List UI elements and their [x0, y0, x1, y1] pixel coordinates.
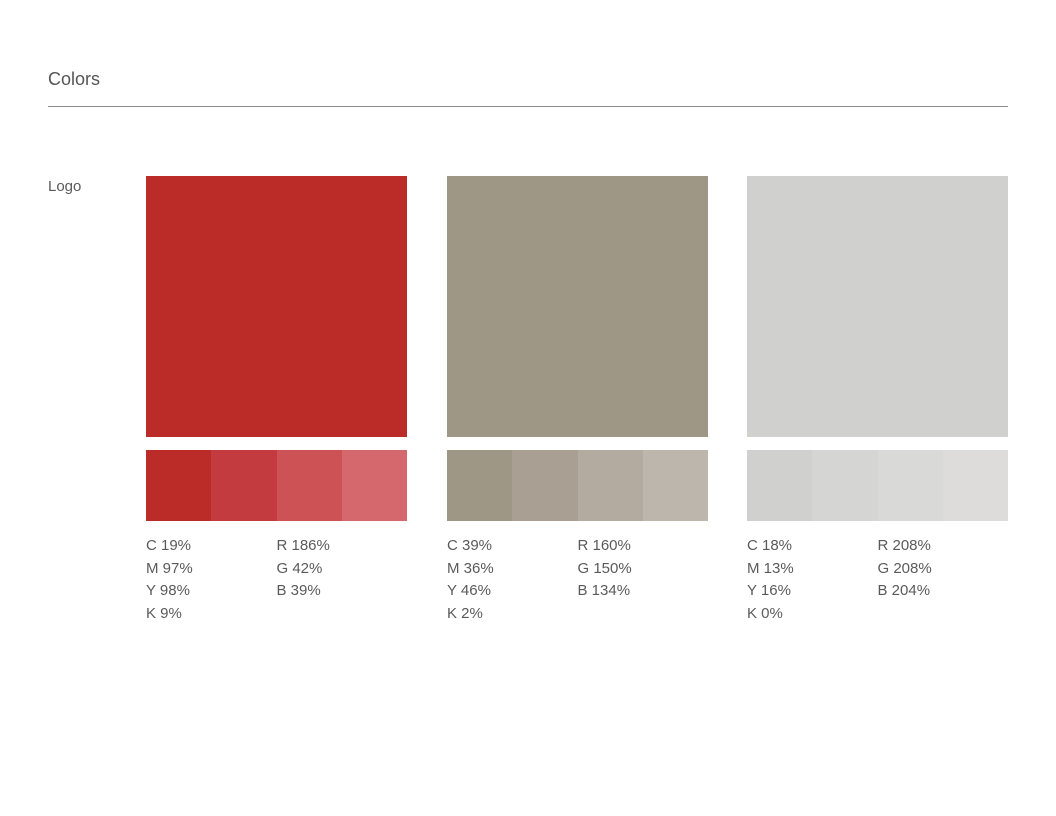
rgb-r: R 160% [577, 537, 631, 554]
cmyk-m: M 36% [447, 559, 494, 577]
tint-swatch-40 [642, 450, 708, 521]
main-swatch [146, 176, 407, 437]
rgb-b: B 39% [276, 582, 321, 599]
page-title: Colors [48, 69, 101, 89]
cmyk-k: K 2% [447, 604, 483, 622]
cmyk-c: C 39% [447, 537, 493, 554]
palette-warm-gray: C 39% M 36% Y 46% K 2% R 160% G 150% B 1… [447, 176, 708, 625]
rgb-values: R 208% G 208% B 204% [878, 535, 1009, 625]
section-label-logo: Logo [48, 178, 82, 195]
tint-swatch-60 [276, 450, 342, 521]
rgb-g: G 150% [577, 559, 632, 577]
cmyk-c: C 19% [146, 537, 192, 554]
color-values: C 39% M 36% Y 46% K 2% R 160% G 150% B 1… [447, 535, 708, 625]
cmyk-m: M 13% [747, 559, 794, 577]
tint-swatch-80 [211, 450, 277, 521]
cmyk-values: C 39% M 36% Y 46% K 2% [447, 535, 578, 625]
cmyk-y: Y 98% [146, 582, 190, 599]
color-values: C 18% M 13% Y 16% K 0% R 208% G 208% B 2… [747, 535, 1008, 625]
tint-swatch-60 [877, 450, 943, 521]
rgb-g: G 42% [276, 559, 323, 577]
palette-red: C 19% M 97% Y 98% K 9% R 186% G 42% B 39… [146, 176, 407, 625]
tint-swatch-80 [812, 450, 878, 521]
cmyk-values: C 18% M 13% Y 16% K 0% [747, 535, 878, 625]
color-values: C 19% M 97% Y 98% K 9% R 186% G 42% B 39… [146, 535, 407, 625]
cmyk-c: C 18% [747, 537, 793, 554]
cmyk-k: K 9% [146, 604, 182, 622]
cmyk-m: M 97% [146, 559, 193, 577]
cmyk-y: Y 46% [447, 582, 491, 599]
tint-swatch-40 [942, 450, 1008, 521]
tint-strip [747, 450, 1008, 521]
tint-swatch-60 [577, 450, 643, 521]
rgb-r: R 186% [276, 537, 330, 554]
cmyk-y: Y 16% [747, 582, 791, 599]
rgb-values: R 186% G 42% B 39% [277, 535, 408, 625]
main-swatch [747, 176, 1008, 437]
cmyk-k: K 0% [747, 604, 783, 622]
tint-strip [447, 450, 708, 521]
tint-swatch-100 [146, 450, 212, 521]
tint-swatch-100 [747, 450, 813, 521]
rgb-r: R 208% [877, 537, 931, 554]
tint-swatch-80 [512, 450, 578, 521]
tint-strip [146, 450, 407, 521]
main-swatch [447, 176, 708, 437]
title-divider [48, 106, 1008, 107]
rgb-values: R 160% G 150% B 134% [578, 535, 709, 625]
rgb-b: B 134% [577, 582, 631, 599]
cmyk-values: C 19% M 97% Y 98% K 9% [146, 535, 277, 625]
tint-swatch-40 [341, 450, 407, 521]
palette-light-gray: C 18% M 13% Y 16% K 0% R 208% G 208% B 2… [747, 176, 1008, 625]
tint-swatch-100 [447, 450, 513, 521]
rgb-g: G 208% [877, 559, 932, 577]
rgb-b: B 204% [877, 582, 931, 599]
